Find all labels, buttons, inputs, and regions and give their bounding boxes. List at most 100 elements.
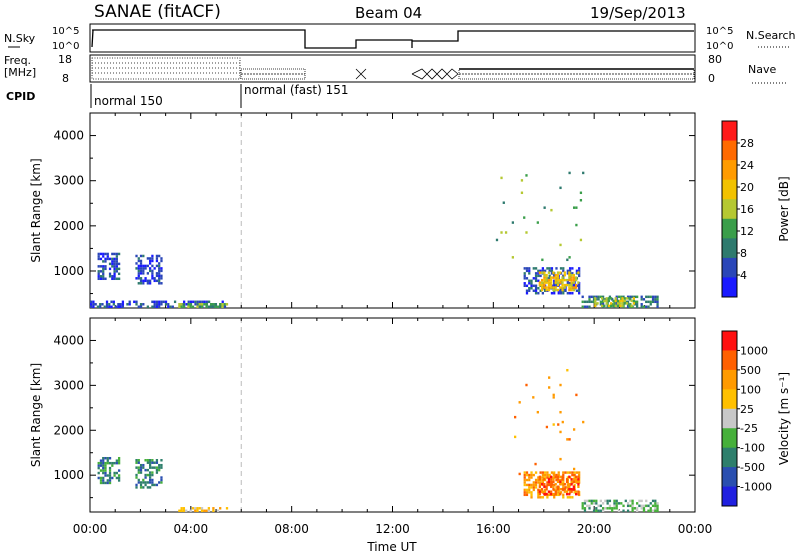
range-cell	[148, 459, 152, 462]
range-cell	[579, 238, 583, 242]
range-cell	[554, 273, 557, 277]
range-cell	[117, 272, 121, 276]
range-cell	[642, 298, 646, 301]
range-cell	[651, 295, 655, 299]
range-cell	[623, 302, 626, 305]
range-cell	[565, 478, 569, 481]
range-cell	[523, 476, 526, 479]
range-cell	[552, 286, 555, 289]
range-cell	[645, 300, 648, 304]
range-cell	[99, 469, 103, 472]
range-cell	[550, 278, 553, 282]
range-cell	[518, 472, 521, 476]
range-cell	[148, 282, 152, 285]
range-cell	[559, 457, 562, 461]
range-cell	[588, 499, 591, 503]
range-cell	[105, 300, 109, 304]
range-cell	[99, 275, 103, 278]
range-cell	[594, 299, 597, 303]
range-cell	[534, 486, 538, 489]
range-cell	[547, 283, 551, 287]
range-cell	[151, 471, 154, 474]
range-cell	[581, 300, 584, 304]
range-cell	[523, 274, 526, 278]
range-cell	[192, 300, 195, 304]
range-cell	[97, 257, 100, 261]
range-cell	[144, 473, 147, 477]
range-cell	[146, 264, 149, 268]
range-cell	[599, 499, 602, 503]
colorbar-tick-label: 500	[740, 364, 761, 377]
range-cell	[562, 291, 565, 295]
range-cell	[97, 265, 100, 268]
range-cell	[223, 303, 226, 306]
range-cell	[148, 471, 152, 474]
range-cell	[601, 502, 605, 505]
range-cell	[92, 300, 95, 304]
range-cell	[113, 260, 116, 263]
colorbar-tick-label: -1000	[740, 481, 772, 494]
range-cell	[139, 303, 143, 306]
range-cell	[615, 507, 618, 510]
range-cell	[577, 475, 580, 479]
range-cell	[180, 509, 183, 512]
range-cell	[534, 471, 538, 474]
range-cell	[596, 302, 599, 305]
range-cell	[153, 483, 156, 487]
range-cell	[541, 473, 545, 477]
range-cell	[586, 499, 589, 503]
range-cell	[523, 483, 526, 487]
range-cell	[511, 221, 515, 224]
range-cell	[607, 304, 611, 308]
range-cell	[108, 466, 112, 470]
range-cell	[108, 272, 112, 276]
range-cell	[137, 277, 140, 280]
range-cell	[556, 271, 560, 274]
range-cell	[557, 491, 560, 494]
range-cell	[135, 277, 138, 280]
nave-tick-bottom: 0	[708, 72, 715, 85]
range-cell	[128, 300, 131, 304]
range-cell	[536, 410, 539, 414]
range-cell	[556, 478, 560, 481]
range-cell	[575, 276, 578, 279]
range-cell	[570, 483, 573, 486]
range-cell	[532, 289, 535, 292]
range-cell	[552, 478, 555, 481]
range-cell	[137, 478, 140, 482]
range-cell	[104, 466, 107, 470]
range-cell	[544, 488, 547, 492]
range-cell	[97, 461, 100, 465]
range-cell	[113, 474, 116, 477]
range-cell	[520, 191, 524, 195]
range-cell	[537, 269, 540, 273]
range-cell	[200, 507, 204, 510]
range-cell	[155, 468, 159, 472]
range-cell	[525, 267, 529, 270]
range-cell	[590, 300, 593, 304]
range-cell	[142, 267, 145, 270]
range-cell	[90, 305, 93, 308]
range-cell	[611, 507, 614, 510]
range-cell	[212, 305, 215, 308]
range-cell	[160, 267, 163, 270]
range-cell	[563, 283, 566, 287]
range-cell	[601, 507, 605, 510]
range-cell	[99, 252, 103, 256]
range-cell	[552, 480, 555, 484]
range-cell	[525, 174, 528, 177]
x-tick-label: 08:00	[274, 522, 309, 536]
colorbar-swatch	[722, 389, 737, 410]
range-cell	[564, 471, 567, 474]
range-cell	[534, 462, 537, 466]
range-cell	[590, 295, 593, 299]
range-cell	[108, 461, 112, 465]
range-cell	[654, 499, 657, 503]
range-cell	[612, 299, 615, 303]
range-cell	[613, 499, 616, 503]
range-cell	[583, 499, 587, 503]
range-cell	[577, 271, 580, 274]
range-cell	[97, 464, 100, 467]
range-cell	[557, 423, 560, 426]
range-cell	[146, 272, 149, 275]
